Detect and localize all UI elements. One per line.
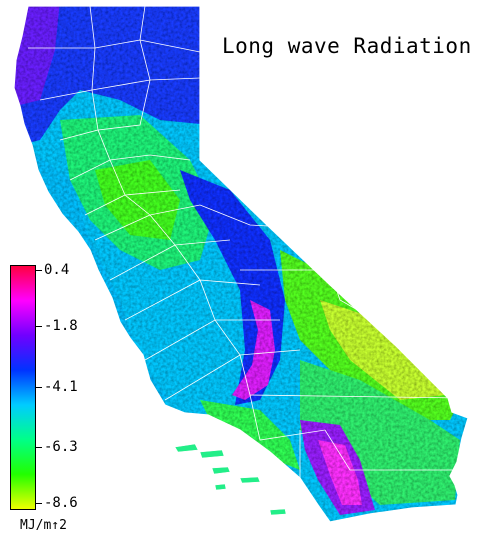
channel-islands — [174, 443, 287, 516]
legend-tick — [36, 447, 42, 448]
legend-tick-label: -4.1 — [44, 379, 78, 395]
legend-tick-label: 0.4 — [44, 262, 70, 278]
legend-tick-label: -1.8 — [44, 318, 78, 334]
legend-tick-label: -8.6 — [44, 495, 78, 511]
legend-tick-label: -6.3 — [44, 439, 78, 455]
map-title: Long wave Radiation — [222, 34, 472, 58]
legend-color-bar — [10, 265, 36, 510]
legend-tick — [36, 387, 42, 388]
legend-tick — [36, 326, 42, 327]
county-lines — [28, 5, 461, 520]
legend-units: MJ/m↑2 — [20, 518, 67, 533]
legend-tick — [36, 270, 42, 271]
legend-tick — [36, 503, 42, 504]
